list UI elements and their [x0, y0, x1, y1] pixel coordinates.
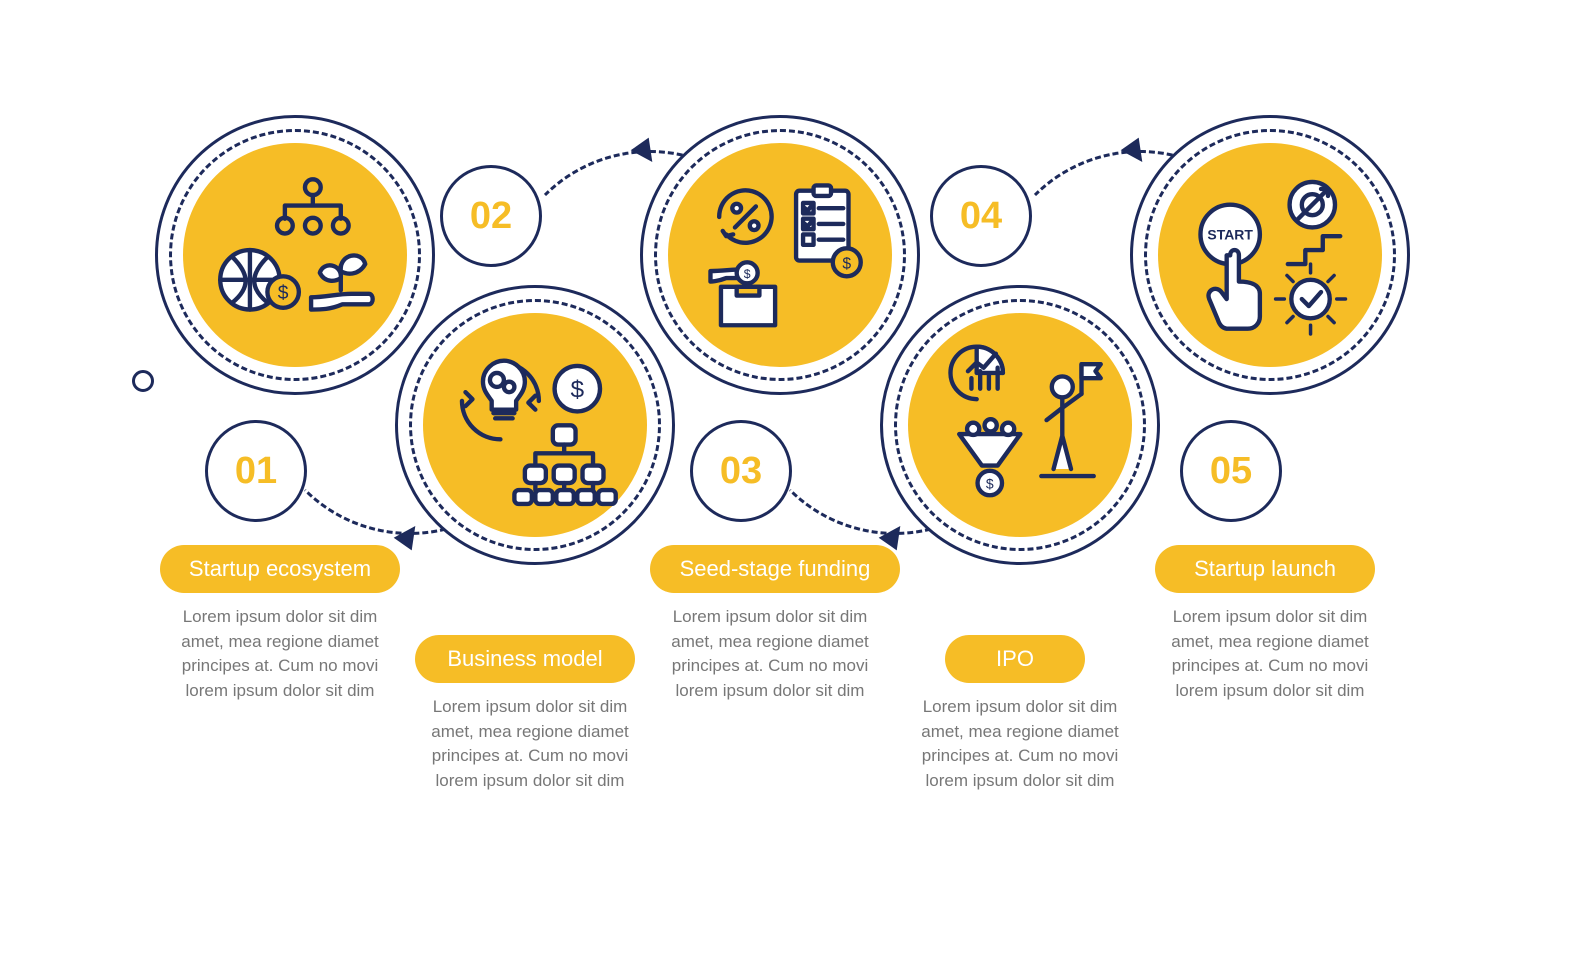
svg-text:$: $ [986, 475, 994, 491]
step-4-title: IPO [996, 646, 1034, 672]
step-1-title-pill: Startup ecosystem [160, 545, 400, 593]
step-3-body: Lorem ipsum dolor sit dim amet, mea regi… [655, 605, 885, 704]
step-4-title-pill: IPO [945, 635, 1085, 683]
step-5-title: Startup launch [1194, 556, 1336, 582]
svg-text:$: $ [743, 267, 750, 281]
step-2-title: Business model [447, 646, 602, 672]
step-3-badge: 03 [690, 420, 792, 522]
svg-text:$: $ [277, 283, 288, 304]
step-3-number: 03 [720, 450, 762, 493]
step-2-badge: 02 [440, 165, 542, 267]
svg-text:$: $ [842, 255, 851, 272]
step-1-number: 01 [235, 450, 277, 493]
step-3-title-pill: Seed-stage funding [650, 545, 900, 593]
step-2-body: Lorem ipsum dolor sit dim amet, mea regi… [415, 695, 645, 794]
ipo-icon: $ [908, 313, 1132, 537]
step-1-body: Lorem ipsum dolor sit dim amet, mea regi… [165, 605, 395, 704]
step-1-circle: $ [155, 115, 435, 395]
step-4-badge: 04 [930, 165, 1032, 267]
step-1-badge: 01 [205, 420, 307, 522]
ecosystem-icon: $ [183, 143, 407, 367]
step-5-body: Lorem ipsum dolor sit dim amet, mea regi… [1155, 605, 1385, 704]
step-2-number: 02 [470, 195, 512, 238]
svg-text:$: $ [570, 376, 584, 403]
step-5-number: 05 [1210, 450, 1252, 493]
business-model-icon: $ [423, 313, 647, 537]
step-5-badge: 05 [1180, 420, 1282, 522]
seed-funding-icon: $ $ [668, 143, 892, 367]
step-1-title: Startup ecosystem [189, 556, 371, 582]
step-3-title: Seed-stage funding [680, 556, 871, 582]
infographic-stage: $ 01 Startup ecosystem Lorem ipsum dolor… [0, 0, 1580, 980]
step-3-circle: $ $ [640, 115, 920, 395]
step-5-circle: START [1130, 115, 1410, 395]
svg-text:START: START [1207, 226, 1253, 242]
step-2-title-pill: Business model [415, 635, 635, 683]
start-dot [132, 370, 154, 392]
step-4-body: Lorem ipsum dolor sit dim amet, mea regi… [905, 695, 1135, 794]
launch-icon: START [1158, 143, 1382, 367]
step-5-title-pill: Startup launch [1155, 545, 1375, 593]
step-2-circle: $ [395, 285, 675, 565]
step-4-circle: $ [880, 285, 1160, 565]
step-4-number: 04 [960, 195, 1002, 238]
